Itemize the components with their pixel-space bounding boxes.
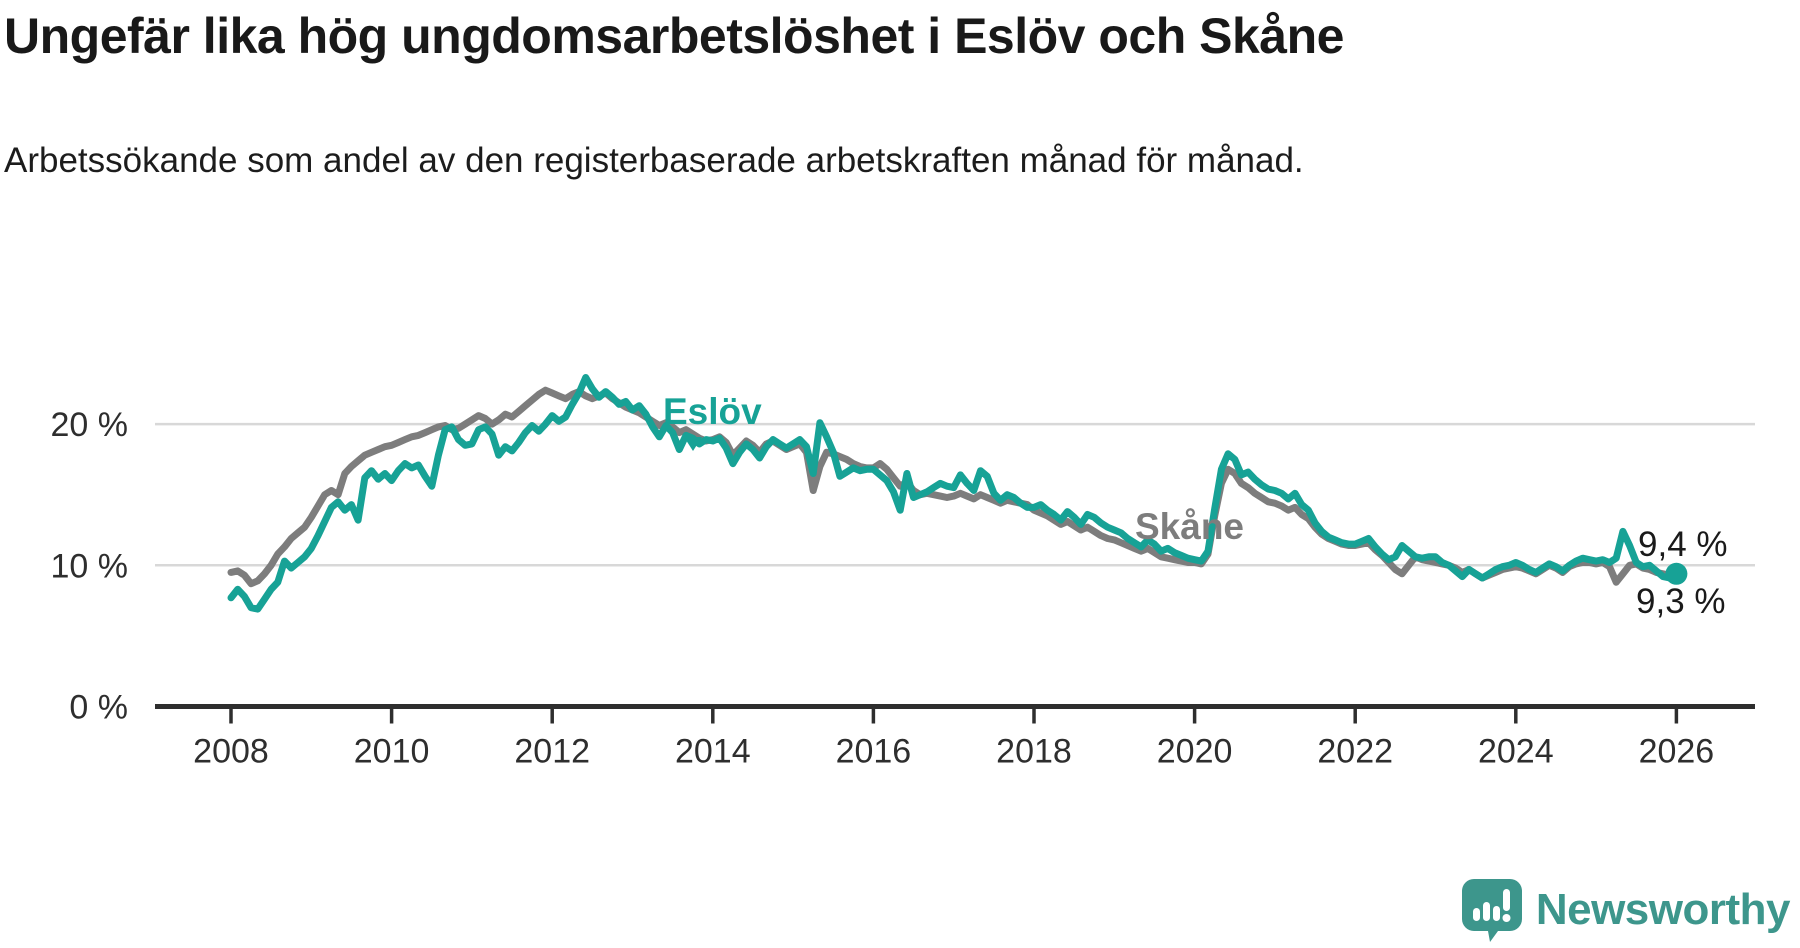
x-axis-label: 2016: [836, 733, 912, 771]
series-label-eslov: Eslöv: [663, 391, 762, 432]
x-axis-label: 2018: [996, 733, 1072, 771]
x-axis-label: 2026: [1639, 733, 1715, 771]
x-axis-label: 2024: [1478, 733, 1554, 771]
end-value-skane: 9,3 %: [1636, 582, 1726, 621]
x-axis-label: 2020: [1157, 733, 1233, 771]
y-axis-label: 10 %: [51, 547, 129, 585]
series-line-skne: [227, 386, 1680, 588]
arrow-down-icon: [684, 437, 702, 451]
chart-subtitle: Arbetssökande som andel av den registerb…: [4, 141, 1304, 180]
x-axis-label: 2014: [675, 733, 751, 771]
x-axis-label: 2012: [514, 733, 590, 771]
newsworthy-wordmark: Newsworthy: [1535, 885, 1791, 934]
end-value-eslov: 9,4 %: [1638, 525, 1728, 564]
series-label-skane: Skåne: [1135, 506, 1245, 547]
x-axis-label: 2010: [354, 733, 430, 771]
chart-title: Ungefär lika hög ungdomsarbetslöshet i E…: [4, 8, 1344, 64]
series-line-eslv: [227, 374, 1680, 613]
x-axis-label: 2022: [1317, 733, 1393, 771]
newsworthy-logo: Newsworthy: [1460, 878, 1791, 942]
x-axis-label: 2008: [193, 733, 269, 771]
newsworthy-bubble-icon: [1461, 879, 1522, 942]
y-axis-label: 0 %: [69, 689, 128, 727]
y-axis-label: 20 %: [51, 406, 129, 444]
series-end-dot: [1665, 562, 1688, 585]
